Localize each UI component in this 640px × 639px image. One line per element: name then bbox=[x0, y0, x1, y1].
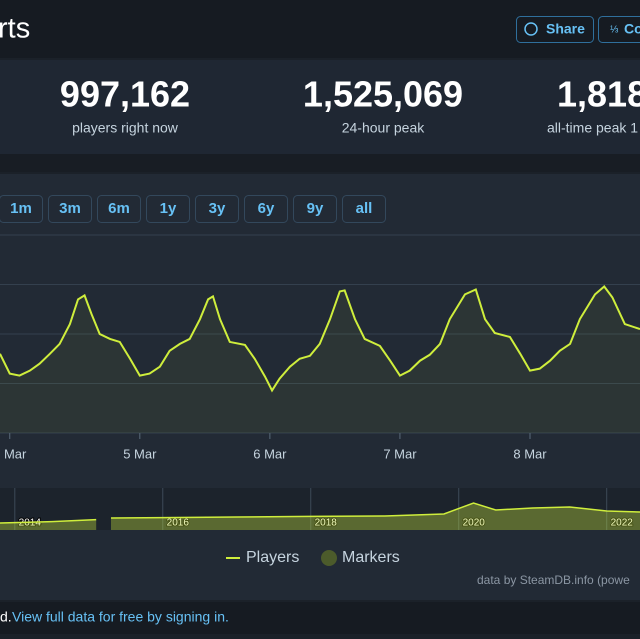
range-label[interactable]: 1m bbox=[10, 200, 32, 217]
header-bar bbox=[0, 0, 640, 58]
x-tick-label: 8 Mar bbox=[513, 446, 547, 461]
x-tick-label: 7 Mar bbox=[383, 446, 417, 461]
legend-swatch bbox=[321, 550, 337, 566]
legend-label[interactable]: Players bbox=[246, 549, 299, 566]
range-label[interactable]: 1y bbox=[160, 200, 177, 217]
range-label[interactable]: all bbox=[356, 200, 373, 217]
footer-text: d. bbox=[0, 609, 12, 625]
range-label[interactable]: 3y bbox=[209, 200, 226, 217]
x-tick-label: 5 Mar bbox=[123, 446, 157, 461]
footer-link[interactable]: View full data for free by signing in. bbox=[12, 609, 229, 625]
compare-label[interactable]: Co bbox=[624, 21, 640, 37]
page-title: rts bbox=[0, 13, 30, 45]
range-label[interactable]: 6y bbox=[258, 200, 275, 217]
range-label[interactable]: 3m bbox=[59, 200, 81, 217]
x-tick-label: 4 Mar bbox=[0, 446, 27, 461]
stat-value: 1,818 bbox=[557, 74, 640, 115]
stat-label: all-time peak 1 bbox=[547, 120, 638, 136]
share-label[interactable]: Share bbox=[546, 21, 585, 37]
legend-label[interactable]: Markers bbox=[342, 549, 400, 566]
separator bbox=[0, 154, 640, 172]
compare-icon: ⅓ bbox=[610, 25, 619, 36]
stat-value: 997,162 bbox=[60, 74, 190, 115]
stat-label: 24-hour peak bbox=[342, 120, 426, 136]
range-label[interactable]: 6m bbox=[108, 200, 130, 217]
credit: data by SteamDB.info (powe bbox=[477, 573, 630, 587]
x-tick-label: 6 Mar bbox=[253, 446, 287, 461]
stat-label: players right now bbox=[72, 120, 179, 136]
stat-value: 1,525,069 bbox=[303, 74, 463, 115]
range-label[interactable]: 9y bbox=[307, 200, 324, 217]
